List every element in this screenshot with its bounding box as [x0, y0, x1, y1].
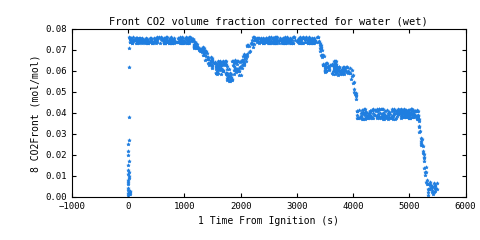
- Title: Front CO2 volume fraction corrected for water (wet): Front CO2 volume fraction corrected for …: [109, 17, 428, 27]
- X-axis label: 1 Time From Ignition (s): 1 Time From Ignition (s): [198, 216, 339, 226]
- Y-axis label: 8 CO2Front (mol/mol): 8 CO2Front (mol/mol): [30, 54, 40, 172]
